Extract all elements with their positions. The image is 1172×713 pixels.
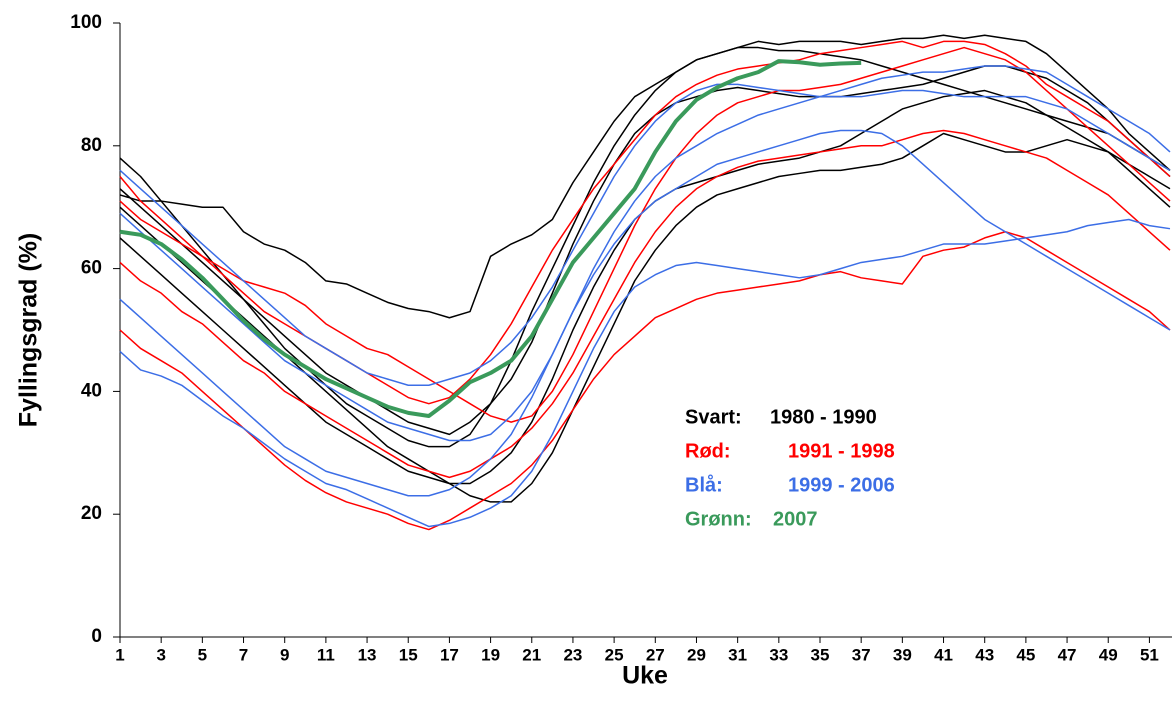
series-line <box>119 40 1171 405</box>
series-line <box>119 218 1171 528</box>
series-line <box>119 129 1171 497</box>
series-line <box>119 59 862 418</box>
annotation-label: Blå: <box>685 473 723 496</box>
x-tick-label: 19 <box>481 645 500 664</box>
series-line <box>119 89 1171 485</box>
series-line <box>119 83 1171 387</box>
series-line <box>119 231 1171 531</box>
x-tick-label: 49 <box>1099 645 1118 664</box>
y-tick-label: 100 <box>70 12 102 33</box>
x-tick-label: 51 <box>1140 645 1159 664</box>
x-tick-label: 23 <box>563 645 582 664</box>
x-tick-label: 27 <box>646 645 665 664</box>
x-tick-label: 37 <box>852 645 871 664</box>
annotation-label: Grønn: <box>685 508 752 530</box>
x-tick-label: 29 <box>687 645 706 664</box>
y-tick-label: 40 <box>81 380 102 401</box>
x-tick-label: 7 <box>239 645 248 664</box>
annotation-label: Rød: <box>685 440 731 462</box>
x-tick-label: 3 <box>156 645 165 664</box>
x-tick-label: 39 <box>893 645 912 664</box>
series-line <box>119 46 1171 448</box>
x-tick-label: 43 <box>975 645 994 664</box>
y-tick-label: 60 <box>81 258 102 279</box>
series-line <box>119 34 1171 319</box>
annotation-text: 1999 - 2006 <box>788 474 895 496</box>
annotation-text: 1991 - 1998 <box>788 440 895 462</box>
x-tick-label: 15 <box>399 645 418 664</box>
x-tick-label: 11 <box>317 645 335 664</box>
y-tick-label: 0 <box>91 626 102 647</box>
x-tick-label: 21 <box>522 645 541 664</box>
x-tick-label: 31 <box>728 645 747 664</box>
y-tick-label: 20 <box>81 503 102 524</box>
annotation-text: 2007 <box>773 508 818 530</box>
series-line <box>119 46 1171 423</box>
x-tick-label: 45 <box>1016 645 1035 664</box>
y-axis-title: Fyllingsgrad (%) <box>15 233 43 427</box>
series-line <box>119 129 1171 479</box>
annotation-text: 1980 - 1990 <box>770 406 877 428</box>
x-tick-label: 35 <box>811 645 830 664</box>
x-tick-label: 5 <box>198 645 207 664</box>
series-line <box>119 65 1171 442</box>
x-tick-label: 9 <box>280 645 289 664</box>
x-axis-title: Uke <box>622 662 668 690</box>
x-tick-label: 47 <box>1058 645 1077 664</box>
x-tick-label: 13 <box>358 645 377 664</box>
x-tick-label: 25 <box>605 645 624 664</box>
y-tick-label: 80 <box>81 135 102 156</box>
x-tick-label: 1 <box>115 645 124 664</box>
x-tick-label: 33 <box>769 645 788 664</box>
series-line <box>119 132 1171 503</box>
x-tick-label: 41 <box>934 645 953 664</box>
annotation-label: Svart: <box>685 406 742 428</box>
x-tick-label: 17 <box>440 645 459 664</box>
